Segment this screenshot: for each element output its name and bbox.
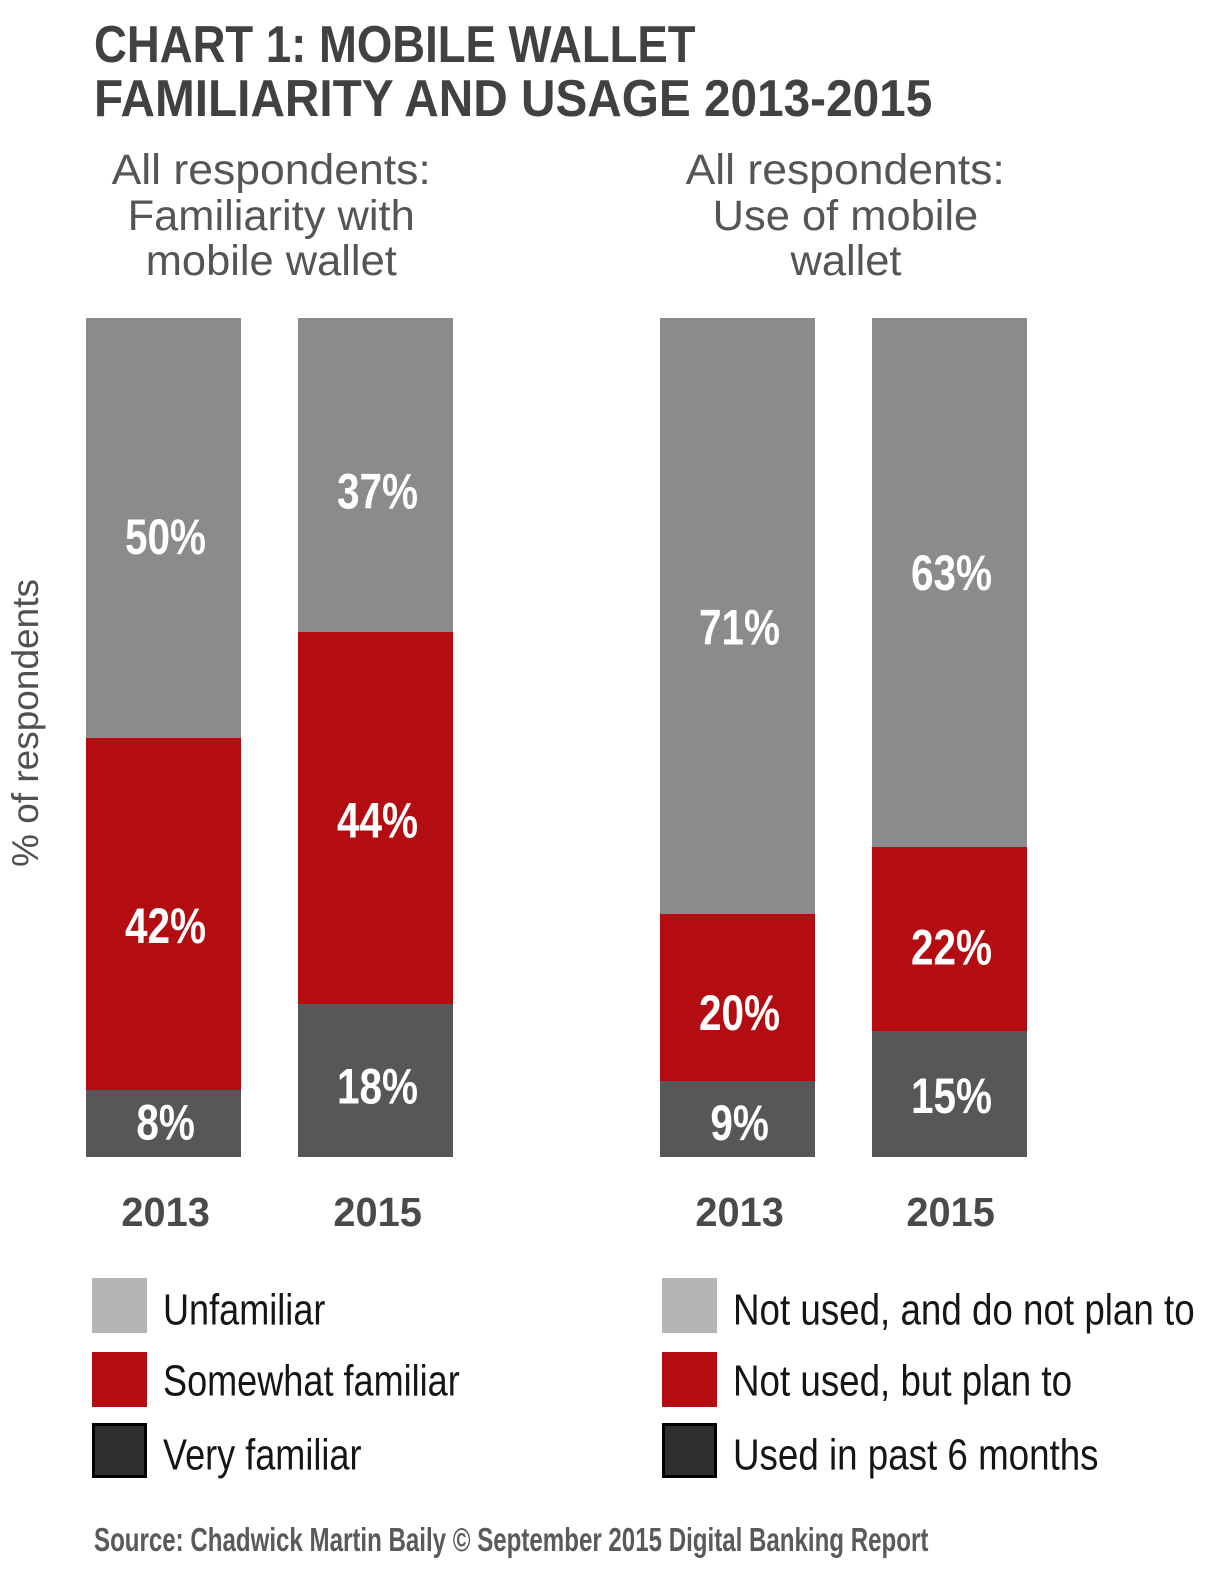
bar-value-label: 71% xyxy=(699,599,781,656)
subtitle-familiarity-line-2: Familiarity with xyxy=(127,191,415,240)
bar-segment-familiarity-2015-3: 18% xyxy=(298,1004,453,1157)
bar-usage-2013: 71% 20% 9% xyxy=(660,318,815,1157)
legend-swatch-somewhat-familiar xyxy=(92,1351,147,1407)
subtitle-usage-line-2: Use of mobile xyxy=(712,191,979,240)
bar-familiarity-2015: 37% 44% 18% xyxy=(298,318,453,1157)
x-label-usage-2015: 2015 xyxy=(851,1192,1051,1233)
legend-label-used-past-6-months: Used in past 6 months xyxy=(733,1430,1099,1480)
bar-segment-usage-2013-3: 9% xyxy=(660,1081,815,1157)
bar-value-label: 22% xyxy=(911,919,993,976)
bar-value-label: 50% xyxy=(125,508,207,565)
legend-swatch-not-used-plan xyxy=(661,1351,717,1407)
legend-swatch-unfamiliar xyxy=(92,1278,147,1333)
bar-segment-usage-2015-2: 22% xyxy=(872,846,1027,1032)
bar-segment-usage-2013-1: 71% xyxy=(660,318,815,914)
x-label-usage-2013: 2013 xyxy=(640,1192,840,1233)
bar-segment-familiarity-2015-1: 37% xyxy=(298,318,453,632)
bar-segment-familiarity-2013-1: 50% xyxy=(86,318,241,738)
bar-segment-familiarity-2013-3: 8% xyxy=(86,1089,241,1157)
bar-value-label: 8% xyxy=(136,1095,196,1152)
subtitle-familiarity: All respondents: Familiarity with mobile… xyxy=(11,148,531,285)
x-label-text: 2013 xyxy=(695,1189,785,1235)
bar-familiarity-2013: 50% 42% 8% xyxy=(86,318,241,1157)
legend-label-unfamiliar: Unfamiliar xyxy=(162,1285,325,1335)
x-label-familiarity-2013: 2013 xyxy=(66,1192,266,1233)
x-label-familiarity-2015: 2015 xyxy=(278,1192,478,1233)
legend-swatch-not-used-no-plan xyxy=(661,1278,717,1333)
bar-value-label: 44% xyxy=(337,792,419,849)
chart-title: CHART 1: MOBILE WALLET FAMILIARITY AND U… xyxy=(94,18,1007,126)
subtitle-usage-line-1: All respondents: xyxy=(685,146,1006,195)
bar-value-label: 9% xyxy=(710,1095,770,1152)
legend-swatch-very-familiar xyxy=(92,1423,147,1478)
bar-segment-usage-2013-2: 20% xyxy=(660,913,815,1082)
bar-segment-usage-2015-1: 63% xyxy=(872,318,1027,847)
legend-swatch-used-past-6-months xyxy=(661,1423,717,1478)
bar-value-label: 18% xyxy=(337,1058,419,1115)
bar-segment-familiarity-2013-2: 42% xyxy=(86,737,241,1090)
bar-value-label: 42% xyxy=(125,897,207,954)
subtitle-familiarity-line-1: All respondents: xyxy=(111,146,431,195)
bar-segment-usage-2015-3: 15% xyxy=(872,1031,1027,1157)
subtitle-usage: All respondents: Use of mobile wallet xyxy=(586,148,1106,285)
y-axis-label: % of respondents xyxy=(5,578,46,867)
source-note: Source: Chadwick Martin Baily © Septembe… xyxy=(94,1520,929,1558)
chart-title-line-2: FAMILIARITY AND USAGE 2013-2015 xyxy=(94,69,933,128)
bar-value-label: 37% xyxy=(337,463,419,520)
x-label-text: 2015 xyxy=(906,1189,996,1235)
bar-usage-2015: 63% 22% 15% xyxy=(872,318,1027,1157)
legend-label-not-used-plan: Not used, but plan to xyxy=(733,1355,1073,1405)
bar-value-label: 63% xyxy=(911,545,993,602)
chart-title-line-1: CHART 1: MOBILE WALLET xyxy=(94,15,696,74)
bar-value-label: 15% xyxy=(911,1067,993,1124)
bar-value-label: 20% xyxy=(699,984,781,1041)
legend-label-not-used-no-plan: Not used, and do not plan to xyxy=(733,1285,1195,1335)
legend-label-very-familiar: Very familiar xyxy=(162,1430,362,1480)
bar-segment-familiarity-2015-2: 44% xyxy=(298,631,453,1005)
subtitle-usage-line-3: wallet xyxy=(789,237,902,286)
subtitle-familiarity-line-3: mobile wallet xyxy=(145,237,397,286)
legend-label-somewhat-familiar: Somewhat familiar xyxy=(162,1355,460,1405)
x-label-text: 2015 xyxy=(333,1189,423,1235)
x-label-text: 2013 xyxy=(121,1189,211,1235)
